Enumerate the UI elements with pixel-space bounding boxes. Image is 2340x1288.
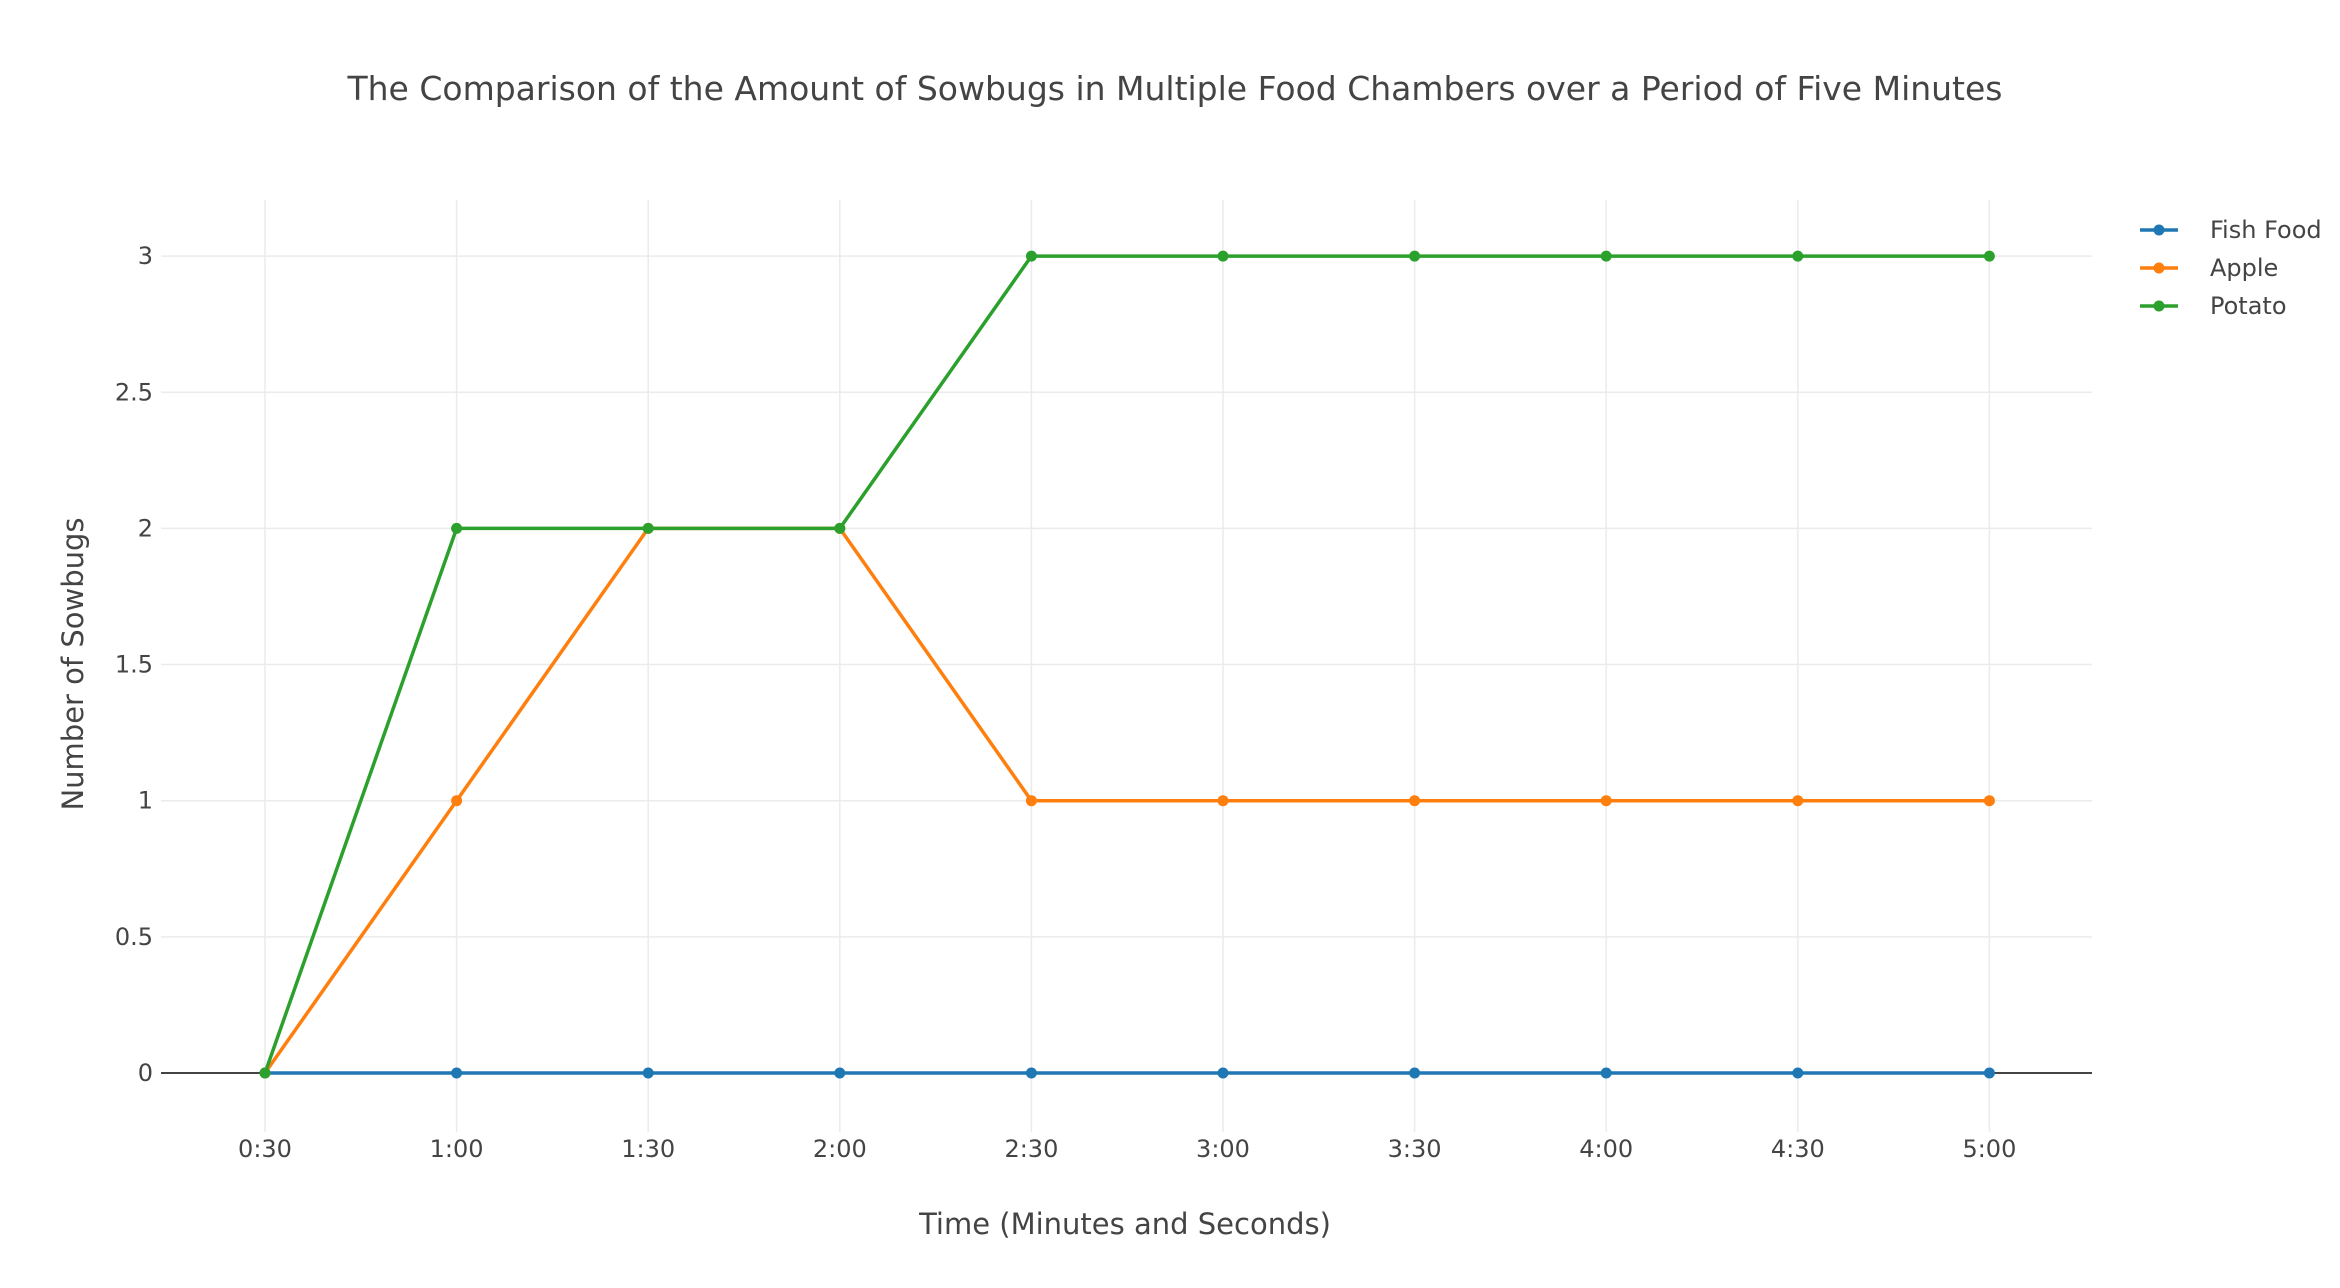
data-point-apple[interactable] xyxy=(1983,795,1995,807)
y-tick-label: 2.5 xyxy=(115,378,153,406)
legend-label: Fish Food xyxy=(2210,216,2322,244)
legend-label: Apple xyxy=(2210,254,2278,282)
data-point-potato[interactable] xyxy=(834,522,846,534)
chart-title: The Comparison of the Amount of Sowbugs … xyxy=(346,69,2002,108)
y-tick-label: 3 xyxy=(138,242,153,270)
x-tick-label: 4:30 xyxy=(1771,1135,1825,1163)
data-point-fish-food[interactable] xyxy=(1217,1067,1229,1079)
series-line-apple xyxy=(263,526,1990,1075)
data-point-potato[interactable] xyxy=(1792,250,1804,262)
x-tick-label: 2:00 xyxy=(813,1135,867,1163)
x-axis-title: Time (Minutes and Seconds) xyxy=(918,1207,1331,1241)
data-point-fish-food[interactable] xyxy=(451,1067,463,1079)
data-point-fish-food[interactable] xyxy=(1600,1067,1612,1079)
data-point-potato[interactable] xyxy=(642,522,654,534)
x-axis-ticks: 0:30 1:00 1:30 2:00 2:30 3:00 3:30 4:00 4:30 5:00 xyxy=(238,1135,2016,1163)
data-point-potato[interactable] xyxy=(1600,250,1612,262)
data-point-apple[interactable] xyxy=(1409,795,1421,807)
data-point-fish-food[interactable] xyxy=(1409,1067,1421,1079)
legend-swatch-marker xyxy=(2153,224,2165,236)
x-tick-label: 1:30 xyxy=(621,1135,675,1163)
data-point-apple[interactable] xyxy=(1025,795,1037,807)
y-tick-label: 2 xyxy=(138,514,153,542)
grid-layer xyxy=(161,200,2092,1132)
y-tick-label: 0.5 xyxy=(115,923,153,951)
y-axis-ticks: 0 0.5 1 1.5 2 2.5 3 xyxy=(115,242,153,1087)
data-point-fish-food[interactable] xyxy=(1792,1067,1804,1079)
data-point-apple[interactable] xyxy=(451,795,463,807)
series-layer xyxy=(259,250,1995,1079)
x-tick-label: 2:30 xyxy=(1004,1135,1058,1163)
series-line-potato xyxy=(263,254,1990,1074)
data-point-potato[interactable] xyxy=(1983,250,1995,262)
legend-item-apple[interactable]: Apple xyxy=(2140,254,2278,282)
data-point-fish-food[interactable] xyxy=(642,1067,654,1079)
y-axis-title: Number of Sowbugs xyxy=(56,517,90,810)
data-point-potato[interactable] xyxy=(259,1067,271,1079)
series-potato xyxy=(259,250,1995,1079)
legend-swatch-marker xyxy=(2153,300,2165,312)
y-tick-label: 0 xyxy=(138,1059,153,1087)
data-point-apple[interactable] xyxy=(1600,795,1612,807)
x-tick-label: 0:30 xyxy=(238,1135,292,1163)
data-point-potato[interactable] xyxy=(1409,250,1421,262)
legend-label: Potato xyxy=(2210,292,2287,320)
x-tick-label: 1:00 xyxy=(430,1135,484,1163)
data-point-fish-food[interactable] xyxy=(834,1067,846,1079)
data-point-potato[interactable] xyxy=(1217,250,1229,262)
y-tick-label: 1 xyxy=(138,787,153,815)
x-tick-label: 3:00 xyxy=(1196,1135,1250,1163)
y-tick-label: 1.5 xyxy=(115,651,153,679)
data-point-fish-food[interactable] xyxy=(1983,1067,1995,1079)
legend-item-potato[interactable]: Potato xyxy=(2140,292,2287,320)
x-tick-label: 5:00 xyxy=(1962,1135,2016,1163)
data-point-potato[interactable] xyxy=(451,522,463,534)
legend-swatch-marker xyxy=(2153,262,2165,274)
data-point-potato[interactable] xyxy=(1025,250,1037,262)
data-point-fish-food[interactable] xyxy=(1025,1067,1037,1079)
legend-item-fish-food[interactable]: Fish Food xyxy=(2140,216,2322,244)
data-point-apple[interactable] xyxy=(1792,795,1804,807)
x-tick-label: 3:30 xyxy=(1388,1135,1442,1163)
x-tick-label: 4:00 xyxy=(1579,1135,1633,1163)
legend[interactable]: Fish Food Apple Potato xyxy=(2140,216,2322,320)
data-point-apple[interactable] xyxy=(1217,795,1229,807)
